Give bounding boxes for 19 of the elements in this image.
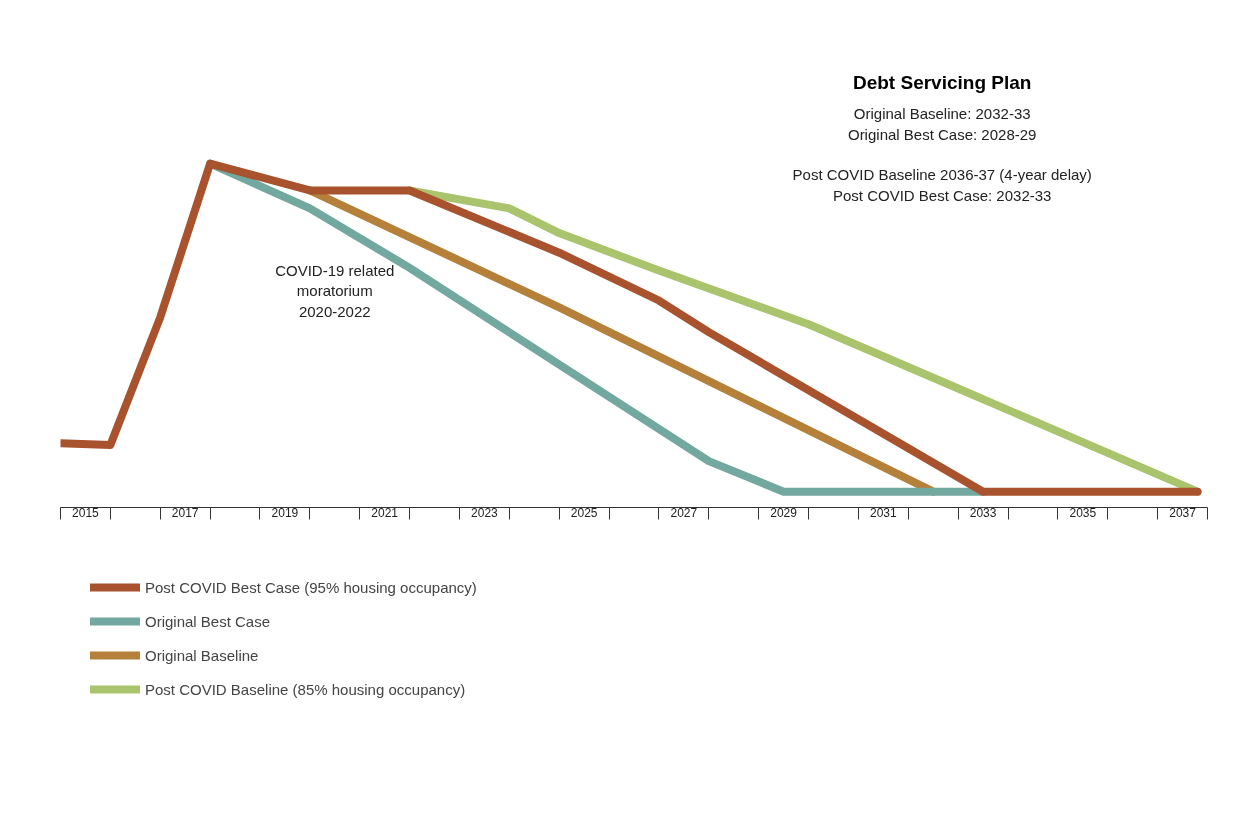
x-tick-label: 2017 bbox=[171, 505, 199, 520]
annotation: COVID-19 related moratorium 2020-2022 bbox=[275, 261, 395, 320]
x-tick-label: 2029 bbox=[770, 505, 798, 520]
x-tick-label: 2023 bbox=[471, 505, 499, 520]
x-tick-label: 2025 bbox=[570, 505, 598, 520]
legend-label: Original Best Case bbox=[145, 612, 271, 630]
legend-label: Original Baseline bbox=[145, 646, 259, 664]
x-tick-label: 2031 bbox=[870, 505, 898, 520]
legend-label: Post COVID Best Case (95% housing occupancy) bbox=[145, 578, 477, 596]
text: Original Baseline: 2032-33 Original Best Case: 2028-29 Post COVID Baseline 2036-37 (4-year delay) Post COVID Best Case: 2032-33 bbox=[792, 105, 1092, 204]
x-tick-label: 2021 bbox=[371, 505, 399, 520]
x-tick-label: 2037 bbox=[1169, 505, 1197, 520]
chart-title: Debt Servicing Plan bbox=[852, 72, 1032, 94]
x-tick-label: 2019 bbox=[271, 505, 299, 520]
x-tick-label: 2027 bbox=[670, 505, 698, 520]
x-tick-label: 2035 bbox=[1069, 505, 1097, 520]
x-tick-label: 2033 bbox=[969, 505, 997, 520]
x-tick-label: 2015 bbox=[72, 505, 100, 520]
legend-label: Post COVID Baseline (85% housing occupancy) bbox=[145, 680, 466, 698]
